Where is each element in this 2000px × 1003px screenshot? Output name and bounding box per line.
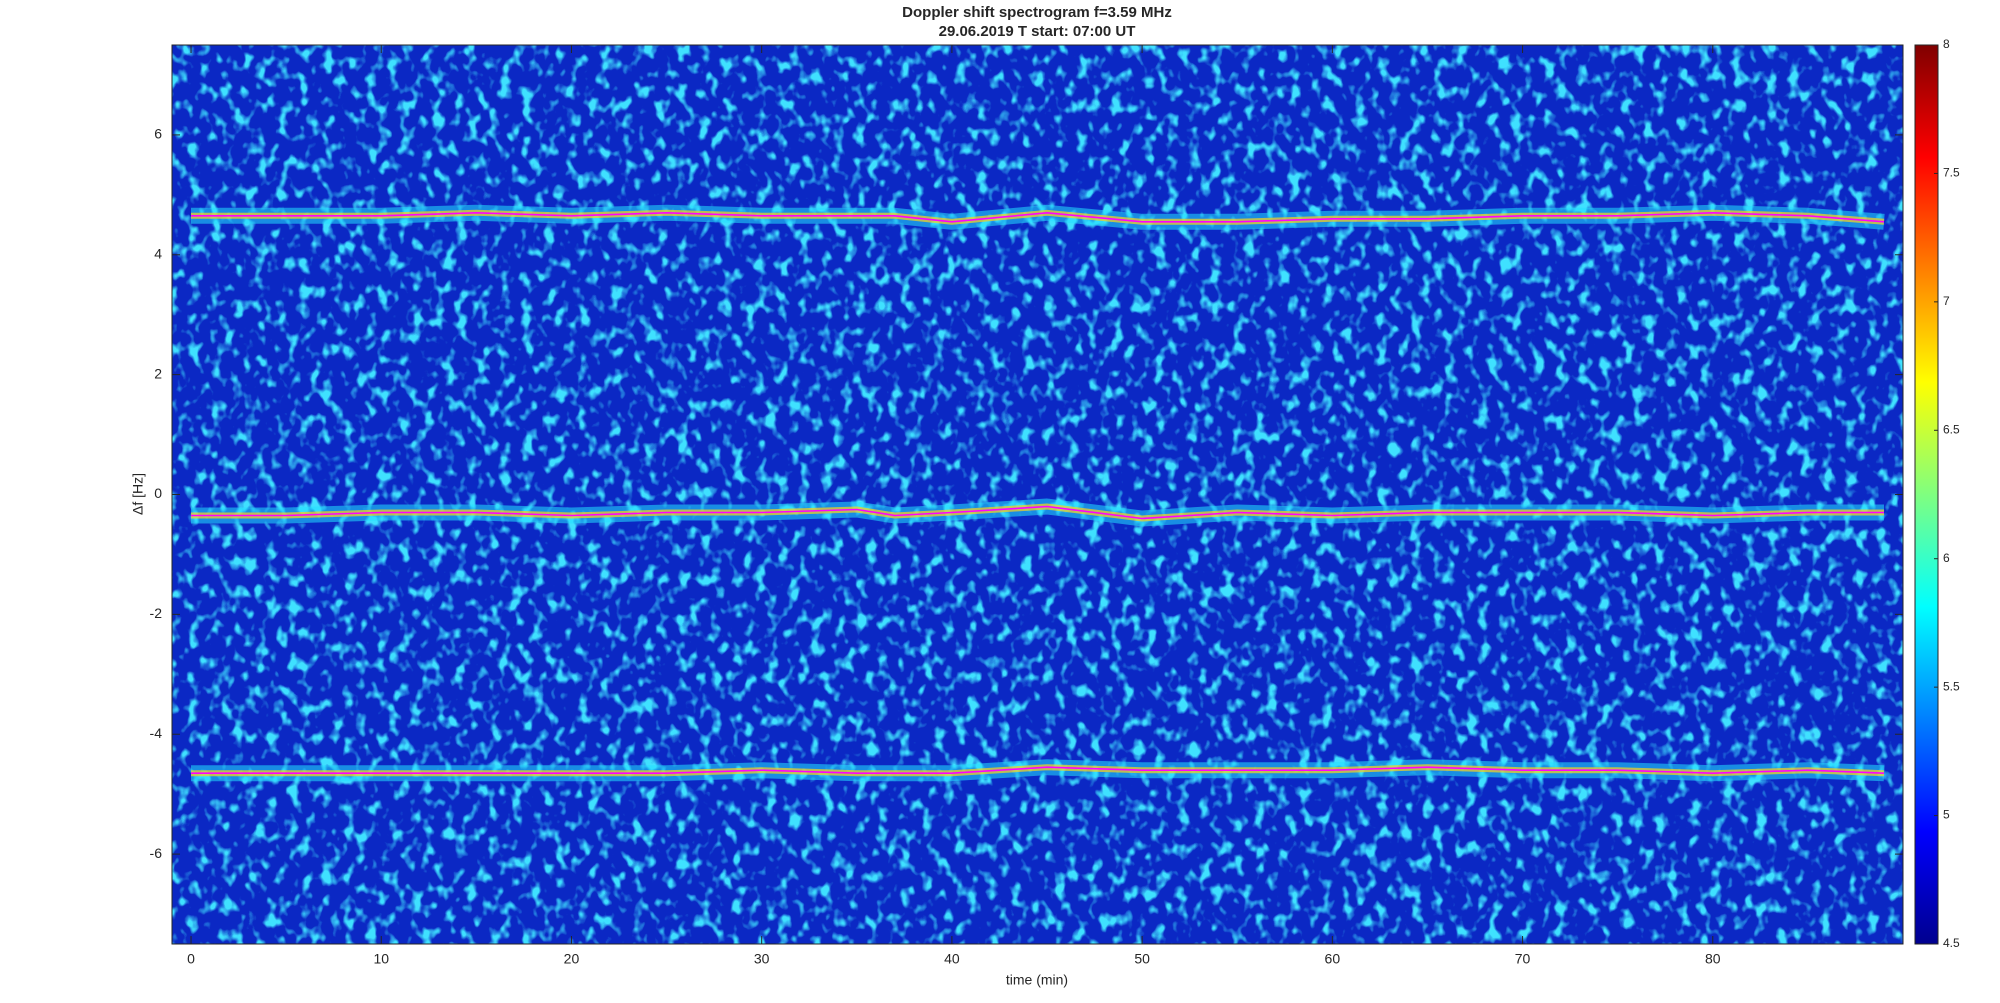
x-tick-label: 40 bbox=[944, 951, 960, 967]
y-tick-label: -6 bbox=[150, 845, 163, 861]
x-tick-label: 50 bbox=[1134, 951, 1150, 967]
x-tick-label: 80 bbox=[1705, 951, 1721, 967]
colorbar-tick-label: 5 bbox=[1943, 808, 1950, 822]
spectrogram-texture bbox=[172, 45, 1903, 944]
chart-subtitle: 29.06.2019 T start: 07:00 UT bbox=[939, 23, 1136, 40]
colorbar-tick-label: 6 bbox=[1943, 551, 1950, 565]
chart-title: Doppler shift spectrogram f=3.59 MHz bbox=[902, 4, 1172, 21]
colorbar-tick-label: 6.5 bbox=[1943, 422, 1960, 436]
colorbar-tick-label: 4.5 bbox=[1943, 936, 1960, 950]
y-tick-label: -4 bbox=[150, 725, 163, 741]
x-tick-label: 20 bbox=[564, 951, 580, 967]
x-tick-label: 10 bbox=[373, 951, 389, 967]
x-tick-label: 30 bbox=[754, 951, 770, 967]
colorbar-tick-label: 7 bbox=[1943, 294, 1950, 308]
trace-line bbox=[191, 212, 1885, 223]
x-axis-label: time (min) bbox=[1006, 972, 1068, 988]
x-tick-label: 0 bbox=[187, 951, 195, 967]
trace-line bbox=[191, 505, 1884, 520]
colorbar-tick-label: 5.5 bbox=[1943, 679, 1960, 693]
colorbar-tick-label: 7.5 bbox=[1943, 166, 1960, 180]
y-tick-label: 4 bbox=[154, 245, 162, 261]
y-axis-label: Δf [Hz] bbox=[130, 473, 146, 515]
y-tick-label: 6 bbox=[154, 126, 162, 142]
y-tick-label: -2 bbox=[150, 605, 163, 621]
colorbar bbox=[1914, 44, 1939, 945]
x-tick-label: 70 bbox=[1515, 951, 1531, 967]
trace-line bbox=[191, 766, 1885, 774]
y-tick-label: 2 bbox=[154, 365, 162, 381]
y-tick-label: 0 bbox=[154, 485, 162, 501]
plot-area bbox=[191, 204, 1885, 782]
colorbar-tick-label: 8 bbox=[1943, 37, 1950, 51]
x-tick-label: 60 bbox=[1325, 951, 1341, 967]
